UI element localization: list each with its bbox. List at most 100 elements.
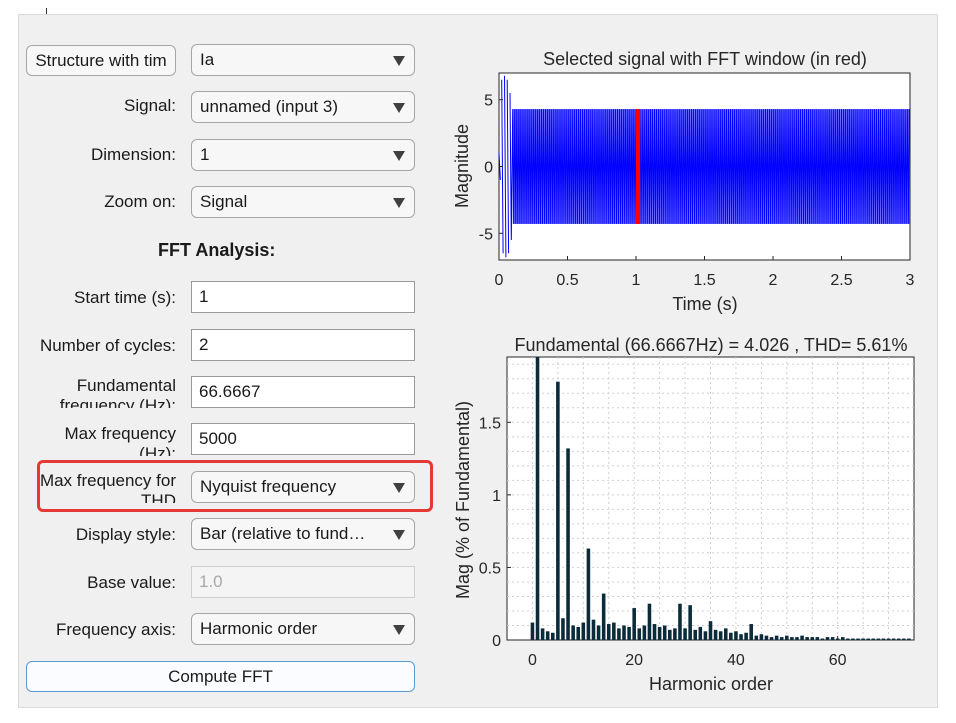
fft-bar xyxy=(627,626,631,640)
fft-bar xyxy=(734,631,738,640)
fft-bar xyxy=(815,637,820,640)
fft-bar xyxy=(759,634,764,640)
chevron-down-icon xyxy=(393,483,405,493)
fft-bar xyxy=(896,638,901,640)
fft-grid xyxy=(507,357,914,640)
fft-bar xyxy=(698,626,703,640)
fft-x-tick-label: 40 xyxy=(727,652,745,669)
fft-bar xyxy=(846,638,850,640)
compute-fft-button[interactable]: Compute FFT xyxy=(26,661,415,692)
fft-bar xyxy=(642,625,647,640)
fft-bar xyxy=(678,603,682,640)
signal-x-tick-label: 0.5 xyxy=(556,272,578,289)
chevron-down-icon xyxy=(393,151,405,161)
fft-bar xyxy=(652,624,657,640)
fft-bar xyxy=(891,638,896,640)
fft-bar xyxy=(606,624,611,640)
fft-bar xyxy=(617,628,621,640)
fft-bar xyxy=(566,448,570,640)
dimension-select[interactable]: 1 xyxy=(191,139,415,171)
max-frequency-thd-select[interactable]: Nyquist frequency xyxy=(191,471,415,503)
start-time-label: Start time (s): xyxy=(73,288,176,307)
signal-y-tick-label: 0 xyxy=(484,160,493,177)
fft-bar xyxy=(754,635,759,640)
max-frequency-label: Max frequency (Hz): xyxy=(64,424,177,456)
fft-bar xyxy=(774,635,779,640)
fft-bar xyxy=(764,635,769,640)
fundamental-frequency-input[interactable]: 66.6667 xyxy=(191,376,415,408)
signal-y-axis-label: Magnitude xyxy=(452,124,472,208)
fft-spectrum-chart: Fundamental (66.6667Hz) = 4.026 , THD= 5… xyxy=(453,335,915,694)
fft-bar xyxy=(881,638,886,640)
fft-bar xyxy=(581,622,586,640)
fft-bar xyxy=(591,619,596,640)
fft-bar xyxy=(530,622,535,640)
dimension-label: Dimension: xyxy=(90,145,176,164)
display-style-label: Display style: xyxy=(75,525,176,544)
fft-y-ticks: 0 0.5 1 1.5 xyxy=(479,415,511,650)
fft-bar xyxy=(729,632,733,640)
frequency-axis-select[interactable]: Harmonic order xyxy=(191,613,415,645)
fft-x-tick-label: 20 xyxy=(625,652,643,669)
chevron-down-icon xyxy=(393,625,405,635)
fft-bar xyxy=(713,629,718,640)
structure-select[interactable]: Ia xyxy=(191,44,415,76)
number-of-cycles-input[interactable]: 2 xyxy=(191,329,415,361)
signal-x-ticks: 0 0.5 1 1.5 2 2.5 3 xyxy=(495,256,915,289)
fft-bar xyxy=(637,628,642,640)
signal-x-axis-label: Time (s) xyxy=(672,294,737,314)
signal-y-ticks: 5 0 -5 xyxy=(479,93,503,243)
chevron-down-icon xyxy=(393,530,405,540)
number-of-cycles-label: Number of cycles: xyxy=(39,336,176,355)
fft-bar xyxy=(871,638,876,640)
fft-bar xyxy=(693,629,698,640)
max-frequency-input[interactable]: 5000 xyxy=(191,423,415,455)
fft-bar xyxy=(800,635,804,640)
signal-x-tick-label: 1.5 xyxy=(693,272,715,289)
fft-window-trace xyxy=(636,109,641,224)
fft-bar xyxy=(601,593,606,640)
chevron-down-icon xyxy=(393,198,405,208)
fft-bar xyxy=(683,628,687,640)
fft-bar xyxy=(668,629,672,640)
signal-chart-title: Selected signal with FFT window (in red) xyxy=(543,49,867,69)
fft-window-marker xyxy=(636,109,641,224)
structure-with-time-button[interactable]: Structure with tim xyxy=(26,45,176,76)
fft-x-tick-label: 60 xyxy=(829,652,847,669)
fft-bar xyxy=(902,638,906,640)
fft-bar xyxy=(876,638,881,640)
signal-x-tick-label: 3 xyxy=(906,272,915,289)
annotation-highlight-box xyxy=(37,460,433,512)
fft-bar xyxy=(632,608,636,640)
fundamental-frequency-label: Fundamental frequency (Hz): xyxy=(59,376,176,408)
fft-x-tick-label: 0 xyxy=(528,652,537,669)
fft-bar xyxy=(810,637,815,640)
signal-select[interactable]: unnamed (input 3) xyxy=(191,91,415,123)
frequency-axis-label: Frequency axis: xyxy=(56,620,176,639)
base-value-label: Base value: xyxy=(87,573,176,592)
fft-bar xyxy=(779,637,784,640)
window-edge-mark xyxy=(46,8,47,14)
signal-y-tick-label: 5 xyxy=(484,93,493,110)
fft-bar xyxy=(545,631,550,640)
fft-bar xyxy=(744,632,748,640)
chevron-down-icon xyxy=(393,103,405,113)
fft-bar xyxy=(840,637,845,640)
fft-x-ticks: 0 20 40 60 xyxy=(528,636,847,669)
signal-x-tick-label: 0 xyxy=(495,272,504,289)
signal-x-tick-label: 1 xyxy=(632,272,641,289)
fft-bar xyxy=(586,548,591,640)
fft-bar xyxy=(805,637,809,640)
start-time-input[interactable]: 1 xyxy=(191,281,415,313)
display-style-select[interactable]: Bar (relative to fund… xyxy=(191,518,415,550)
fft-bar xyxy=(703,631,708,640)
fft-bar xyxy=(688,605,692,640)
fft-y-tick-label: 0.5 xyxy=(479,560,501,577)
fft-bar xyxy=(576,626,581,640)
fft-bar xyxy=(718,631,723,640)
signal-y-tick-label: -5 xyxy=(479,226,493,243)
fft-bar xyxy=(907,638,911,640)
fft-bar xyxy=(790,637,794,640)
zoom-select[interactable]: Signal xyxy=(191,186,415,218)
